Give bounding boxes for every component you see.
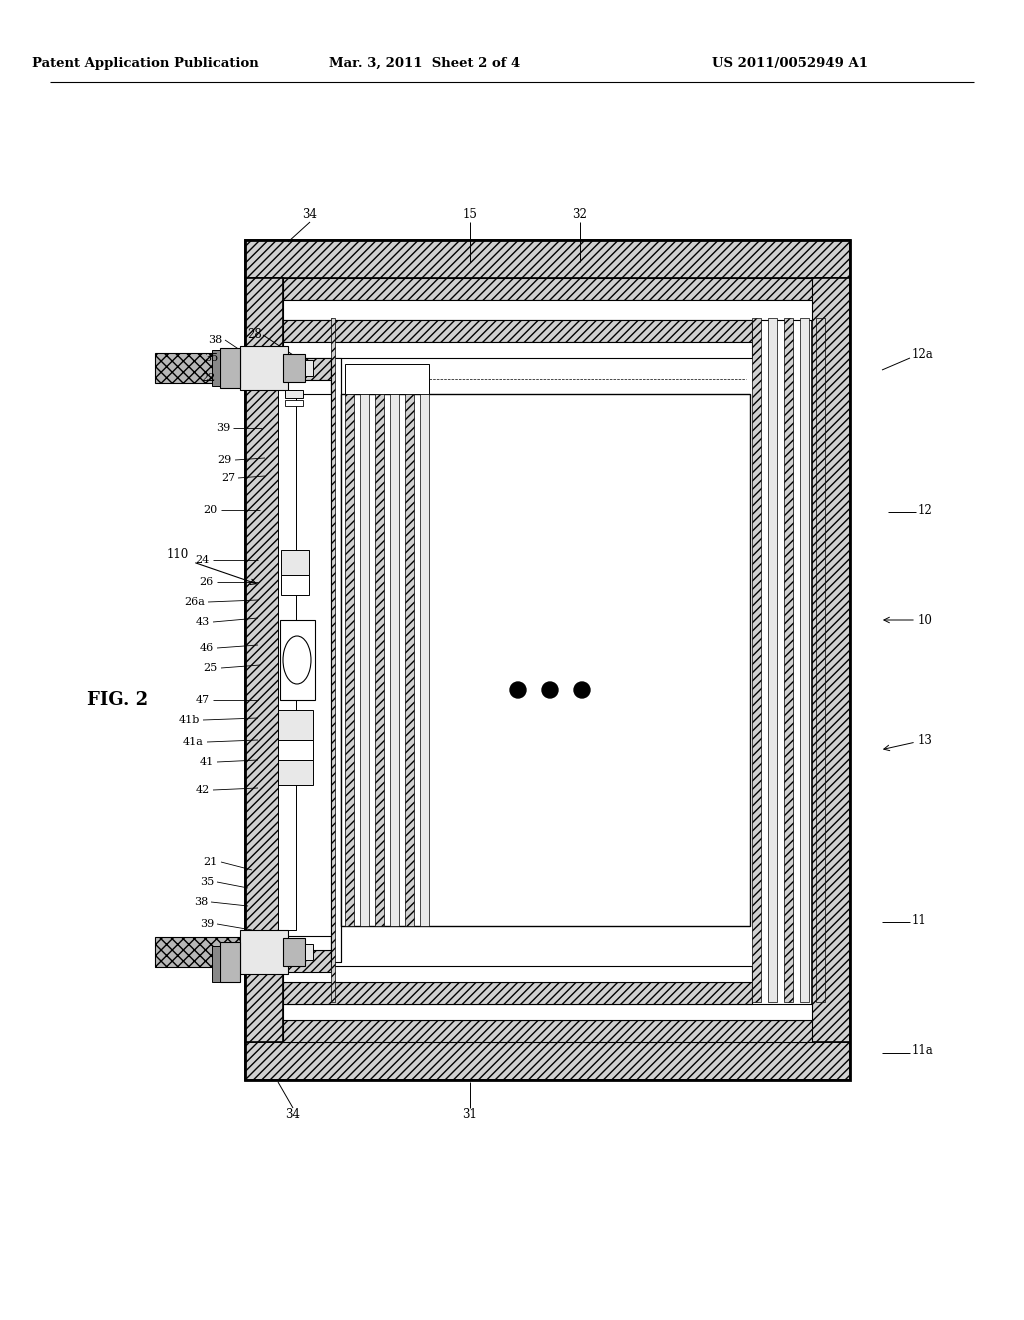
Bar <box>278 710 313 741</box>
Text: 38: 38 <box>194 898 208 907</box>
Bar <box>283 279 812 1041</box>
Text: FIG. 2: FIG. 2 <box>87 690 148 709</box>
Circle shape <box>574 682 590 698</box>
Bar <box>283 1005 812 1020</box>
Bar <box>245 279 283 1041</box>
Bar <box>283 342 752 358</box>
Bar <box>245 1041 850 1080</box>
Bar <box>212 350 220 385</box>
Bar <box>752 318 761 1002</box>
Bar <box>278 389 296 931</box>
Bar <box>245 240 850 1080</box>
Text: 32: 32 <box>572 209 588 222</box>
Text: 27: 27 <box>221 473 234 483</box>
Text: Patent Application Publication: Patent Application Publication <box>32 57 258 70</box>
Text: 10: 10 <box>918 614 933 627</box>
Text: 20: 20 <box>204 506 218 515</box>
Bar <box>285 389 303 399</box>
Text: 26a: 26a <box>184 597 205 607</box>
Circle shape <box>510 682 526 698</box>
Bar <box>375 393 384 927</box>
Text: 41b: 41b <box>178 715 200 725</box>
Text: 34: 34 <box>302 209 317 222</box>
Text: 15: 15 <box>463 209 477 222</box>
Text: US 2011/0052949 A1: US 2011/0052949 A1 <box>712 57 868 70</box>
Bar <box>345 364 429 393</box>
Bar <box>331 358 341 962</box>
Bar <box>768 318 777 1002</box>
Text: 24: 24 <box>196 554 210 565</box>
Bar <box>283 1020 812 1041</box>
Bar <box>360 393 369 927</box>
Text: 43: 43 <box>196 616 210 627</box>
Bar <box>800 318 809 1002</box>
Bar <box>345 393 354 927</box>
Text: 41: 41 <box>200 756 214 767</box>
Text: 34: 34 <box>286 1109 300 1122</box>
Text: 12a: 12a <box>912 348 934 362</box>
Bar <box>283 939 305 966</box>
Bar <box>283 380 331 393</box>
Bar <box>278 760 313 785</box>
Bar <box>305 944 313 960</box>
Bar <box>155 937 240 968</box>
Bar <box>283 354 305 381</box>
Text: 110: 110 <box>167 549 189 561</box>
Bar <box>155 352 240 383</box>
Text: 11: 11 <box>912 913 927 927</box>
Text: 39: 39 <box>200 919 214 929</box>
Bar <box>283 966 752 982</box>
Text: 39: 39 <box>216 422 230 433</box>
Text: 28: 28 <box>248 329 262 342</box>
Text: Mar. 3, 2011  Sheet 2 of 4: Mar. 3, 2011 Sheet 2 of 4 <box>330 57 520 70</box>
Text: 13: 13 <box>918 734 933 747</box>
Bar <box>420 393 429 927</box>
Bar <box>278 741 313 760</box>
Text: 25: 25 <box>204 663 218 673</box>
Text: 47: 47 <box>196 696 210 705</box>
Text: 26: 26 <box>200 577 214 587</box>
Bar <box>281 550 309 576</box>
Text: 41a: 41a <box>183 737 204 747</box>
Text: 31: 31 <box>463 1109 477 1122</box>
Bar <box>331 318 335 1002</box>
Bar <box>283 982 752 1005</box>
Bar <box>220 348 240 388</box>
Bar <box>283 300 812 319</box>
Bar <box>390 393 399 927</box>
Bar <box>406 393 414 927</box>
Bar <box>212 946 220 982</box>
Bar <box>281 576 309 595</box>
Bar <box>283 950 331 972</box>
Bar <box>816 318 825 1002</box>
Text: 11a: 11a <box>912 1044 934 1056</box>
Bar <box>283 358 331 380</box>
Bar <box>280 620 315 700</box>
Bar <box>784 318 793 1002</box>
Text: 12: 12 <box>918 503 933 516</box>
Text: 22: 22 <box>201 374 215 383</box>
Text: 42: 42 <box>196 785 210 795</box>
Text: 29: 29 <box>218 455 232 465</box>
Text: 38: 38 <box>208 335 222 345</box>
Bar <box>285 400 303 407</box>
Bar <box>341 393 750 927</box>
Text: 35: 35 <box>200 876 214 887</box>
Bar <box>240 346 288 389</box>
Bar <box>283 936 331 950</box>
Text: 46: 46 <box>200 643 214 653</box>
Bar <box>283 279 812 300</box>
Bar <box>240 931 288 974</box>
Circle shape <box>542 682 558 698</box>
Bar <box>305 360 313 376</box>
Bar <box>245 240 850 279</box>
Bar <box>283 319 752 342</box>
Text: 35: 35 <box>204 352 218 363</box>
Bar <box>220 942 240 982</box>
Text: 21: 21 <box>204 857 218 867</box>
Bar <box>812 279 850 1041</box>
